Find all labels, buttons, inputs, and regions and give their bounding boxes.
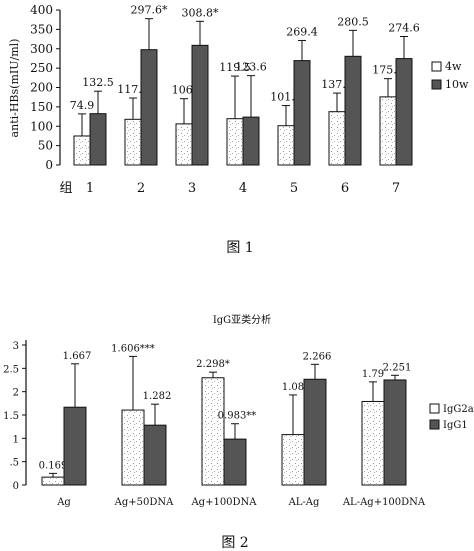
chart-1-x-ticks: 1 2 3 4 5 6 7 bbox=[86, 181, 400, 196]
y-tick-label: 2.5 bbox=[3, 364, 19, 375]
bar-IgG1-AL-Ag+100DNA bbox=[383, 379, 407, 486]
chart-1-xlabel: 组 bbox=[59, 181, 72, 196]
legend-swatch-igg1 bbox=[429, 419, 440, 430]
data-label: 106. bbox=[172, 84, 197, 97]
y-tick-label: 400 bbox=[30, 3, 53, 17]
bar-10w-3 bbox=[191, 44, 209, 166]
data-label: 0.169 bbox=[39, 460, 68, 471]
y-tick-label: 0 bbox=[13, 481, 19, 492]
chart-2: IgG亚类分析 0 .5 1 1.5 2 2.5 3 0.169 1.667 1.606*** 1… bbox=[3, 313, 474, 551]
legend-label-igg2a: IgG2a bbox=[443, 404, 474, 415]
data-label: 2.298* bbox=[196, 359, 230, 370]
bar-4w-7 bbox=[379, 96, 397, 166]
bar-10w-5 bbox=[293, 60, 311, 166]
x-tick-label: 4 bbox=[239, 181, 247, 196]
data-label: 74.9 bbox=[70, 99, 95, 112]
y-tick-label: 200 bbox=[30, 81, 53, 95]
figure-1-caption: 图 1 bbox=[226, 240, 253, 256]
y-tick-label: 0 bbox=[45, 158, 53, 172]
chart-1-legend: 4w 10w bbox=[431, 60, 469, 91]
bar-IgG2a-Ag+50DNA bbox=[121, 409, 145, 486]
y-tick-label: 2 bbox=[13, 388, 19, 399]
bar-10w-6 bbox=[344, 55, 362, 166]
x-tick-label: 5 bbox=[290, 181, 298, 196]
x-tick-label: Ag+100DNA bbox=[190, 497, 257, 508]
y-tick-label: 1 bbox=[13, 434, 19, 445]
bar-IgG1-Ag+100DNA bbox=[223, 438, 247, 486]
legend-swatch-4w bbox=[431, 61, 442, 72]
y-tick-label: 100 bbox=[30, 119, 53, 133]
data-label: 2.266 bbox=[303, 351, 332, 362]
y-tick-label: .5 bbox=[9, 458, 19, 469]
data-label: 119.5 bbox=[219, 61, 251, 74]
legend-label-4w: 4w bbox=[445, 60, 462, 73]
bar-4w-6 bbox=[328, 111, 346, 166]
bar-IgG2a-Ag+100DNA bbox=[201, 377, 225, 486]
bar-IgG1-Ag bbox=[63, 406, 87, 486]
chart-1-bars: 74.9132.5117.9297.6*106.308.8*119.5123.6… bbox=[70, 4, 420, 166]
data-label: 2.251 bbox=[383, 362, 412, 373]
legend-swatch-10w bbox=[431, 79, 442, 90]
chart-2-title: IgG亚类分析 bbox=[213, 313, 271, 326]
data-label: 1.667 bbox=[63, 351, 92, 362]
data-label: 269.4 bbox=[286, 25, 318, 38]
chart-1: anti-HBs(mIU/ml) 05010015020025030035040… bbox=[8, 3, 469, 256]
chart-2-x-ticks: Ag Ag+50DNA Ag+100DNA AL-Ag AL-Ag+100DNA bbox=[56, 497, 426, 508]
bar-4w-5 bbox=[277, 125, 295, 166]
bar-IgG2a-AL-Ag bbox=[281, 434, 305, 486]
x-tick-label: 7 bbox=[392, 181, 400, 196]
data-label: 297.6* bbox=[131, 4, 168, 17]
x-tick-label: AL-Ag bbox=[288, 497, 320, 508]
y-tick-label: 50 bbox=[38, 139, 53, 153]
data-label: 274.6 bbox=[388, 22, 420, 35]
legend-label-10w: 10w bbox=[445, 78, 469, 91]
y-tick-label: 350 bbox=[30, 22, 53, 36]
y-tick-label: 250 bbox=[30, 61, 53, 75]
x-tick-label: Ag bbox=[56, 497, 71, 508]
legend-label-igg1: IgG1 bbox=[443, 420, 468, 431]
bar-IgG1-AL-Ag bbox=[303, 378, 327, 486]
x-tick-label: 1 bbox=[86, 181, 94, 196]
chart-1-ylabel: anti-HBs(mIU/ml) bbox=[8, 39, 21, 138]
bar-10w-1 bbox=[89, 113, 107, 166]
data-label: 1.282 bbox=[143, 391, 172, 402]
bar-4w-2 bbox=[124, 118, 142, 166]
chart-1-y-ticks: 0 50 100 150 200 250 300 350 400 bbox=[30, 3, 60, 172]
y-tick-label: 3 bbox=[13, 341, 19, 352]
data-label: 308.8* bbox=[182, 6, 219, 19]
data-label: 1.08 bbox=[282, 382, 304, 393]
y-tick-label: 150 bbox=[30, 100, 53, 114]
bar-10w-7 bbox=[395, 58, 413, 166]
bar-4w-4 bbox=[226, 118, 244, 166]
data-label: 132.5 bbox=[82, 76, 114, 89]
y-tick-label: 300 bbox=[30, 42, 53, 56]
y-tick-label: 1.5 bbox=[3, 411, 19, 422]
legend-swatch-igg2a bbox=[429, 403, 440, 414]
chart-2-legend: IgG2a IgG1 bbox=[429, 403, 474, 431]
bar-10w-2 bbox=[140, 49, 158, 166]
chart-2-y-ticks: 0 .5 1 1.5 2 2.5 3 bbox=[3, 341, 26, 492]
x-tick-label: 2 bbox=[137, 181, 145, 196]
data-label: 0.983** bbox=[218, 411, 257, 422]
x-tick-label: Ag+50DNA bbox=[114, 497, 174, 508]
bar-IgG2a-AL-Ag+100DNA bbox=[361, 400, 385, 486]
chart-2-bars: 0.169 1.667 1.606*** 1.282 2.298* 0.983** 1.08… bbox=[39, 343, 412, 486]
x-tick-label: AL-Ag+100DNA bbox=[342, 497, 426, 508]
bar-10w-4 bbox=[242, 116, 260, 166]
bar-IgG1-Ag+50DNA bbox=[143, 424, 167, 486]
bar-4w-3 bbox=[175, 123, 193, 166]
data-label: 1.79 bbox=[362, 369, 384, 380]
data-label: 1.606*** bbox=[111, 343, 155, 354]
data-label: 280.5 bbox=[337, 15, 369, 28]
bar-IgG2a-Ag bbox=[41, 476, 65, 486]
figure-2-caption: 图 2 bbox=[221, 535, 248, 551]
data-label: 123.6 bbox=[235, 61, 267, 74]
bar-4w-1 bbox=[73, 135, 91, 166]
x-tick-label: 3 bbox=[188, 181, 196, 196]
x-tick-label: 6 bbox=[341, 181, 349, 196]
